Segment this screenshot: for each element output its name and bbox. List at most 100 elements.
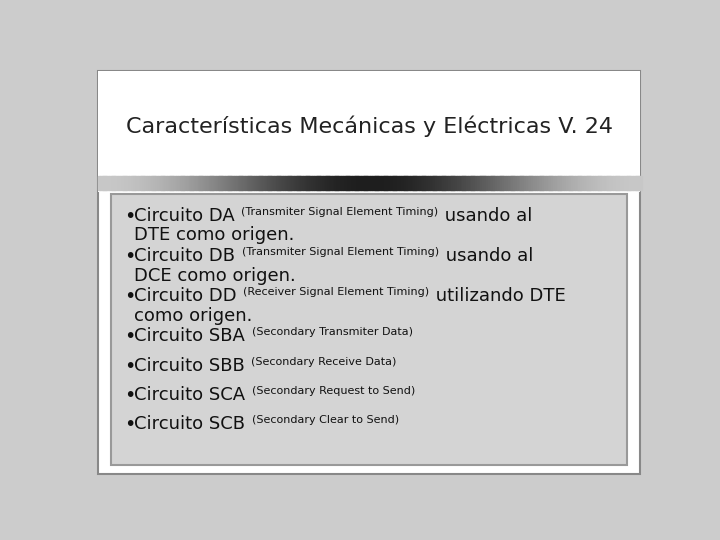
FancyBboxPatch shape <box>111 194 627 465</box>
Bar <box>323 176 325 190</box>
Bar <box>397 176 400 190</box>
Bar <box>178 176 180 190</box>
Bar <box>203 176 205 190</box>
Bar <box>153 176 155 190</box>
Bar <box>102 176 104 190</box>
Bar <box>343 176 345 190</box>
Bar <box>426 176 428 190</box>
Bar <box>553 176 555 190</box>
Bar <box>130 176 132 190</box>
Bar <box>473 176 475 190</box>
Bar <box>171 176 173 190</box>
Bar <box>107 176 109 190</box>
Bar <box>217 176 220 190</box>
Bar <box>382 176 384 190</box>
Bar <box>154 176 156 190</box>
Bar <box>423 176 425 190</box>
Text: •: • <box>124 415 135 434</box>
Bar <box>515 176 517 190</box>
Bar <box>248 176 251 190</box>
Bar <box>451 176 454 190</box>
Bar <box>506 176 508 190</box>
Bar <box>399 176 401 190</box>
Bar <box>566 176 568 190</box>
Bar <box>433 176 436 190</box>
Bar <box>214 176 216 190</box>
Text: •: • <box>124 247 135 266</box>
Bar <box>265 176 267 190</box>
Bar <box>431 176 433 190</box>
Bar <box>333 176 336 190</box>
Bar <box>578 176 580 190</box>
Bar <box>332 176 334 190</box>
Bar <box>457 176 459 190</box>
Bar <box>156 176 158 190</box>
Bar <box>450 176 452 190</box>
Bar <box>205 176 207 190</box>
Bar <box>356 176 358 190</box>
Bar <box>190 176 193 190</box>
Bar <box>604 176 606 190</box>
Bar <box>176 176 178 190</box>
Bar <box>292 176 294 190</box>
Bar <box>468 176 470 190</box>
Bar <box>183 176 185 190</box>
Bar <box>499 176 501 190</box>
Bar <box>220 176 222 190</box>
Bar <box>504 176 506 190</box>
Bar <box>202 176 204 190</box>
Bar <box>564 176 566 190</box>
Bar <box>626 176 628 190</box>
Bar <box>145 176 148 190</box>
Bar <box>420 176 423 190</box>
Bar <box>341 176 343 190</box>
Bar <box>266 176 269 190</box>
Text: Circuito SCA: Circuito SCA <box>134 386 251 404</box>
Bar <box>636 176 639 190</box>
Bar <box>446 176 449 190</box>
Bar <box>616 176 618 190</box>
Bar <box>150 176 153 190</box>
Bar <box>354 176 356 190</box>
Bar <box>132 176 135 190</box>
Bar <box>401 176 403 190</box>
Bar <box>256 176 258 190</box>
Bar <box>129 176 131 190</box>
Bar <box>348 176 351 190</box>
Bar <box>370 176 372 190</box>
Bar <box>251 176 253 190</box>
Bar <box>441 176 443 190</box>
Bar <box>321 176 323 190</box>
Bar <box>270 176 272 190</box>
Bar <box>301 176 303 190</box>
Bar <box>402 176 405 190</box>
Bar <box>477 176 479 190</box>
Bar <box>120 176 122 190</box>
Bar <box>428 176 430 190</box>
Bar <box>577 176 579 190</box>
Text: •: • <box>124 287 135 306</box>
Bar <box>386 176 388 190</box>
Bar <box>330 176 332 190</box>
Bar <box>325 176 327 190</box>
Bar <box>497 176 499 190</box>
Bar <box>235 176 238 190</box>
Bar <box>165 176 167 190</box>
Bar <box>542 176 544 190</box>
Bar <box>511 176 513 190</box>
Bar <box>591 176 593 190</box>
Text: (Transmiter Signal Element Timing): (Transmiter Signal Element Timing) <box>242 247 438 257</box>
Bar <box>611 176 613 190</box>
Bar <box>263 176 265 190</box>
Bar <box>209 176 211 190</box>
Bar <box>584 176 586 190</box>
Bar <box>408 176 410 190</box>
Bar <box>319 176 321 190</box>
Bar <box>618 176 621 190</box>
Bar <box>444 176 446 190</box>
Bar <box>552 176 554 190</box>
Text: •: • <box>124 327 135 346</box>
Bar <box>281 176 283 190</box>
Bar <box>318 176 320 190</box>
Bar <box>390 176 392 190</box>
